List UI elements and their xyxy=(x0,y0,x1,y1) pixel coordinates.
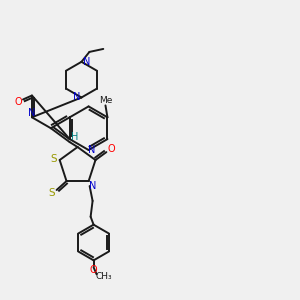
Text: O: O xyxy=(14,98,22,107)
Text: N: N xyxy=(89,181,96,191)
Text: N: N xyxy=(83,57,90,67)
Text: S: S xyxy=(48,188,55,198)
Text: H: H xyxy=(71,132,78,142)
Text: N: N xyxy=(28,108,36,118)
Text: O: O xyxy=(90,265,98,275)
Text: Me: Me xyxy=(99,96,112,105)
Text: CH₃: CH₃ xyxy=(95,272,112,281)
Text: N: N xyxy=(88,145,95,155)
Text: O: O xyxy=(107,144,115,154)
Text: N: N xyxy=(73,92,80,103)
Text: S: S xyxy=(50,154,57,164)
